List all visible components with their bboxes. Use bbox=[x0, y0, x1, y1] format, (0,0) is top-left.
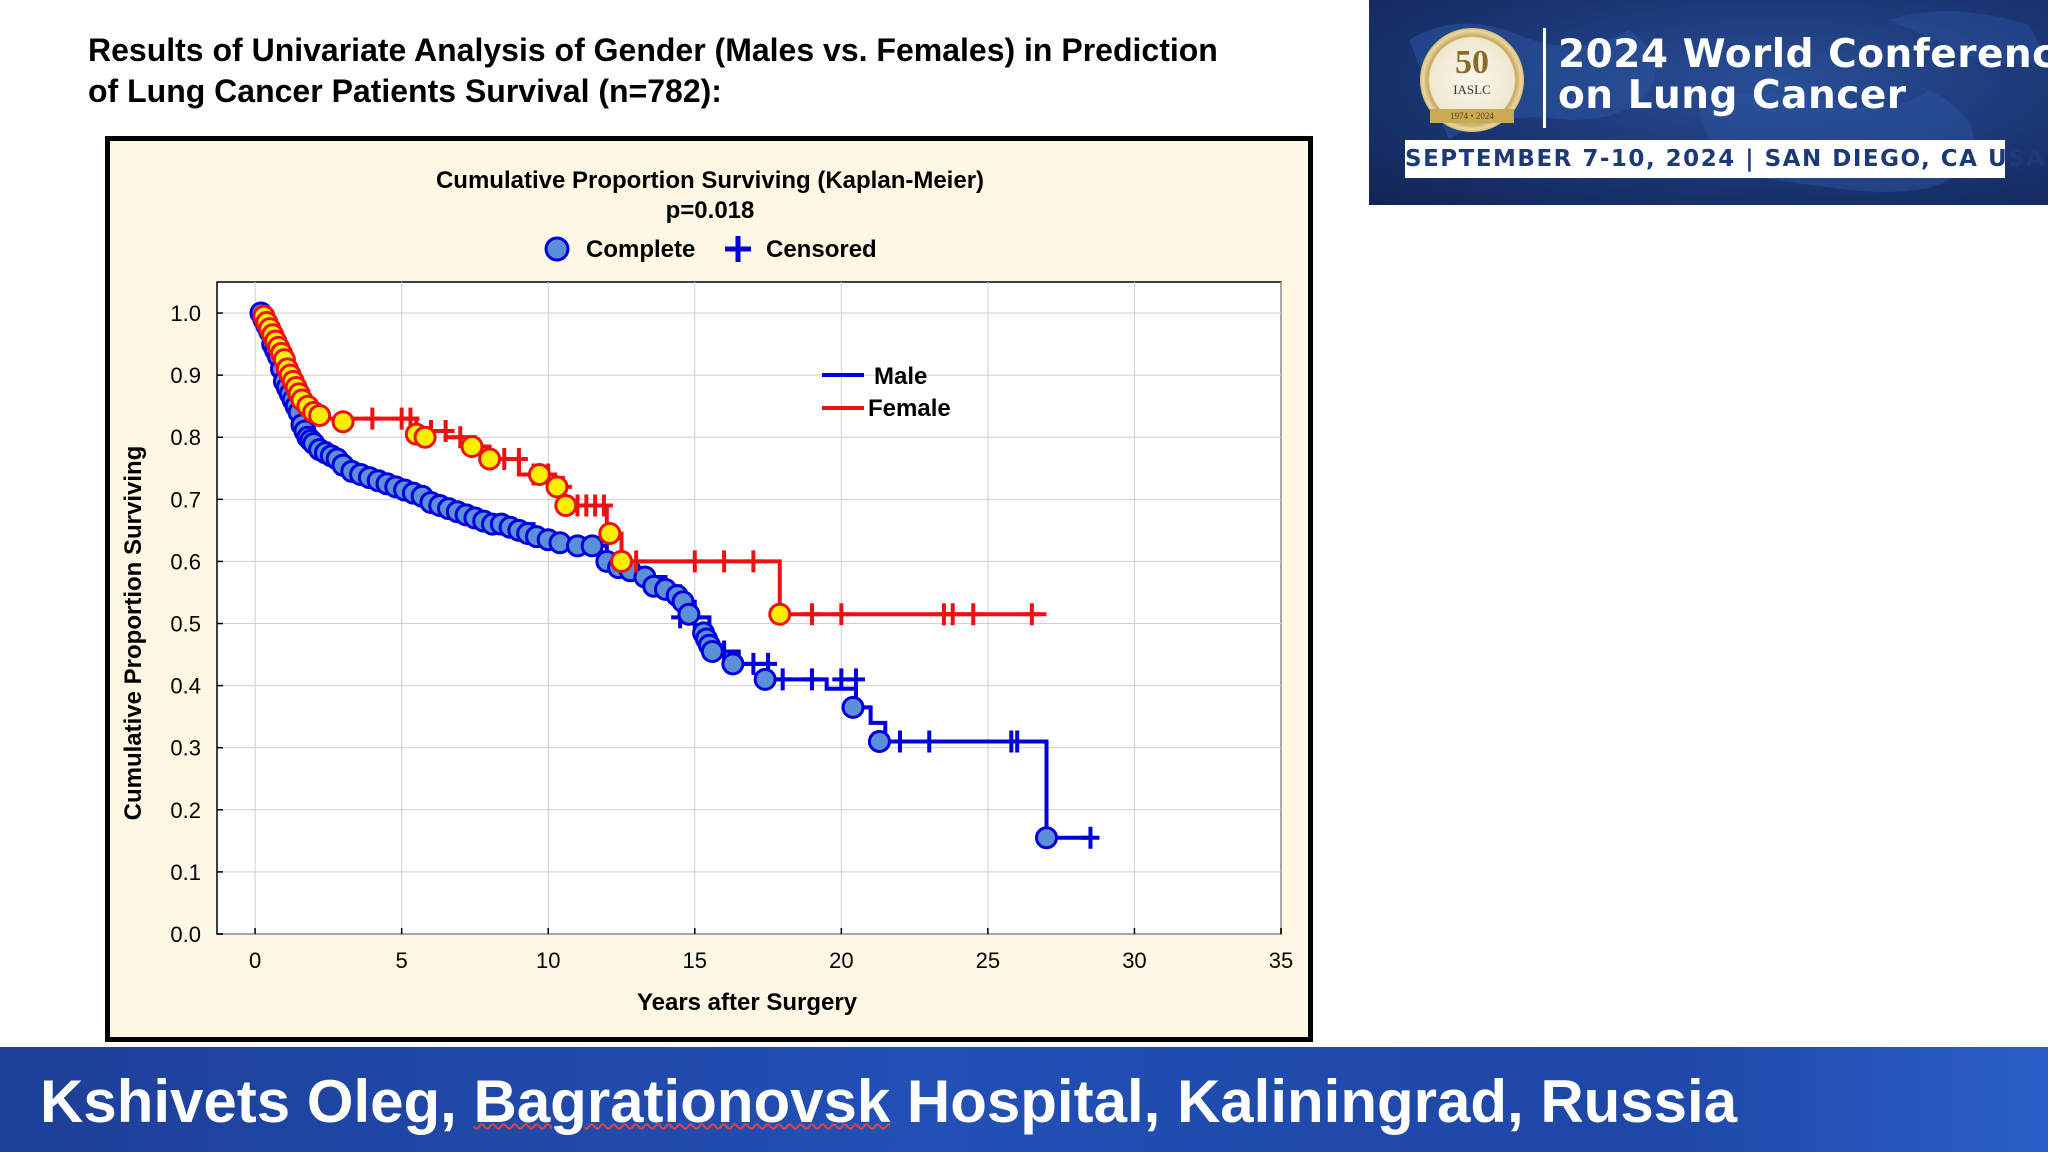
female-event-marker bbox=[527, 462, 551, 486]
y-tick-label: 0.9 bbox=[170, 363, 201, 388]
female-event-marker bbox=[413, 425, 437, 449]
female-censored-marker bbox=[1022, 603, 1041, 626]
x-axis-label: Years after Surgery bbox=[637, 989, 858, 1016]
male-event-marker bbox=[721, 652, 745, 676]
legend-female-label: Female bbox=[868, 395, 951, 422]
presenter-affiliation: Kshivets Oleg, Bagrationovsk Hospital, K… bbox=[40, 1067, 1737, 1136]
seal-number: 50 bbox=[1455, 44, 1489, 81]
y-tick-label: 0.8 bbox=[170, 425, 201, 450]
female-censored-marker bbox=[943, 603, 962, 626]
x-tick-label: 20 bbox=[829, 948, 853, 973]
x-tick-label: 5 bbox=[396, 948, 408, 973]
male-censored-marker bbox=[1008, 730, 1027, 753]
banner-divider bbox=[1543, 28, 1546, 128]
female-censored-marker bbox=[509, 447, 528, 470]
male-event-marker bbox=[841, 695, 865, 719]
kaplan-meier-chart: Cumulative Proportion Surviving (Kaplan-… bbox=[120, 167, 1293, 1016]
plot-background bbox=[216, 281, 1282, 935]
female-censored-marker bbox=[715, 550, 734, 573]
legend-complete-label: Complete bbox=[586, 236, 695, 263]
x-tick-label: 0 bbox=[249, 948, 261, 973]
male-censored-marker bbox=[803, 668, 822, 691]
male-censored-marker bbox=[920, 730, 939, 753]
y-tick-label: 0.3 bbox=[170, 736, 201, 761]
chart-subtitle: p=0.018 bbox=[666, 197, 755, 224]
male-event-marker bbox=[700, 639, 724, 663]
female-event-marker bbox=[768, 602, 792, 626]
female-censored-marker bbox=[964, 603, 983, 626]
conference-dates-location: SEPTEMBER 7-10, 2024 | SAN DIEGO, CA USA bbox=[1405, 140, 2044, 178]
series-legend: Male Female bbox=[822, 363, 951, 422]
male-event-marker bbox=[1035, 826, 1059, 850]
legend-male-label: Male bbox=[874, 363, 927, 390]
female-event-marker bbox=[308, 404, 332, 428]
male-censored-marker bbox=[890, 730, 909, 753]
male-censored-marker bbox=[846, 668, 865, 691]
female-event-marker bbox=[460, 435, 484, 459]
legend-censored-marker bbox=[725, 236, 751, 262]
hospital-name: Bagrationovsk bbox=[473, 1068, 891, 1135]
y-tick-label: 0.7 bbox=[170, 487, 201, 512]
x-tick-label: 15 bbox=[683, 948, 707, 973]
female-censored-marker bbox=[744, 550, 763, 573]
female-censored-marker bbox=[803, 603, 822, 626]
x-tick-label: 25 bbox=[976, 948, 1000, 973]
female-event-marker bbox=[478, 447, 502, 471]
female-event-marker bbox=[554, 494, 578, 518]
y-tick-label: 0.2 bbox=[170, 798, 201, 823]
x-tick-label: 35 bbox=[1269, 948, 1293, 973]
slide-title-line-1: Results of Univariate Analysis of Gender… bbox=[88, 32, 1218, 68]
slide-title-line-2: of Lung Cancer Patients Survival (n=782)… bbox=[88, 73, 722, 109]
slide-title: Results of Univariate Analysis of Gender… bbox=[88, 30, 1338, 112]
chart-frame: Cumulative Proportion Surviving (Kaplan-… bbox=[105, 136, 1313, 1042]
x-tick-label: 10 bbox=[536, 948, 560, 973]
y-tick-label: 0.0 bbox=[170, 922, 201, 947]
iaslc-50th-seal-logo: 50 IASLC 1974 • 2024 bbox=[1420, 28, 1524, 132]
y-tick-label: 0.4 bbox=[170, 674, 201, 699]
conference-name-line-2: on Lung Cancer bbox=[1558, 73, 1907, 118]
female-censored-marker bbox=[832, 603, 851, 626]
legend-censored-label: Censored bbox=[766, 236, 877, 263]
x-tick-label: 30 bbox=[1122, 948, 1146, 973]
female-event-marker bbox=[331, 410, 355, 434]
y-tick-label: 1.0 bbox=[170, 301, 201, 326]
y-tick-label: 0.5 bbox=[170, 612, 201, 637]
marker-legend: Complete Censored bbox=[544, 236, 877, 263]
female-event-marker bbox=[598, 521, 622, 545]
female-event-marker bbox=[545, 475, 569, 499]
presenter-location: Hospital, Kaliningrad, Russia bbox=[890, 1068, 1738, 1135]
female-censored-marker bbox=[594, 494, 613, 517]
male-censored-marker bbox=[773, 668, 792, 691]
female-censored-marker bbox=[685, 550, 704, 573]
seal-years: 1974 • 2024 bbox=[1430, 109, 1514, 123]
presenter-name: Kshivets Oleg, bbox=[40, 1068, 474, 1135]
presenter-footer: Kshivets Oleg, Bagrationovsk Hospital, K… bbox=[0, 1047, 2048, 1152]
y-axis-label: Cumulative Proportion Surviving bbox=[120, 446, 147, 821]
male-event-marker bbox=[677, 602, 701, 626]
male-event-marker bbox=[867, 730, 891, 754]
y-tick-label: 0.1 bbox=[170, 860, 201, 885]
male-censored-marker bbox=[1081, 826, 1100, 849]
female-censored-marker bbox=[436, 420, 455, 443]
male-event-marker bbox=[753, 667, 777, 691]
female-censored-marker bbox=[363, 407, 382, 430]
male-event-marker bbox=[580, 534, 604, 558]
plot-area: 0.0 0.1 0.2 0.3 0.4 0.5 0.6 0.7 0.8 0.9 1.0 0 5 10 15 2… bbox=[170, 281, 1293, 973]
legend-complete-marker bbox=[544, 236, 570, 262]
female-event-marker bbox=[609, 549, 633, 573]
seal-org: IASLC bbox=[1453, 82, 1491, 97]
chart-title: Cumulative Proportion Surviving (Kaplan-… bbox=[436, 167, 984, 194]
y-tick-label: 0.6 bbox=[170, 549, 201, 574]
conference-name-line-1: 2024 World Conference bbox=[1558, 32, 2048, 77]
